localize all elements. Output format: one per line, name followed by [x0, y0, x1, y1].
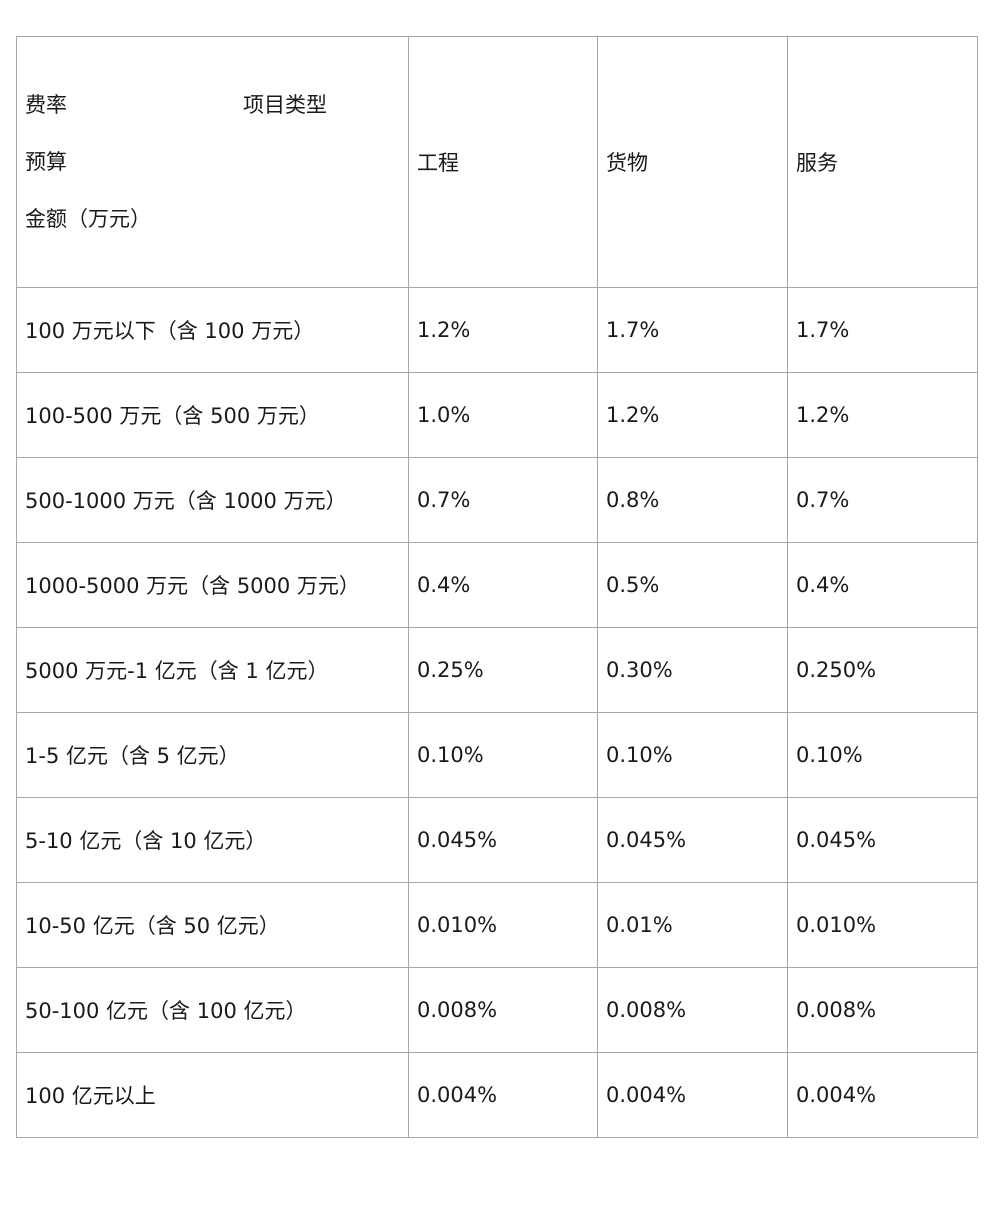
header-goods: 货物 — [597, 36, 788, 288]
cell-budget-range: 100-500 万元（含 500 万元） — [16, 372, 409, 458]
table-row: 1000-5000 万元（含 5000 万元） 0.4% 0.5% 0.4% — [16, 542, 978, 628]
header-engineering: 工程 — [408, 36, 598, 288]
table-body: 费率 项目类型 预算 金额（万元） 工程 货物 服务 100 万元以下（含 10… — [16, 36, 978, 1138]
cell-service-rate: 0.008% — [787, 967, 978, 1053]
table-row: 100 亿元以上 0.004% 0.004% 0.004% — [16, 1052, 978, 1138]
cell-service-rate: 0.7% — [787, 457, 978, 543]
cell-goods-rate: 1.7% — [597, 287, 788, 373]
cell-engineering-rate: 0.045% — [408, 797, 598, 883]
cell-budget-range: 500-1000 万元（含 1000 万元） — [16, 457, 409, 543]
table-header-row: 费率 项目类型 预算 金额（万元） 工程 货物 服务 — [16, 36, 978, 288]
corner-amount-label: 金额（万元） — [25, 206, 151, 231]
table-row: 500-1000 万元（含 1000 万元） 0.7% 0.8% 0.7% — [16, 457, 978, 543]
cell-engineering-rate: 0.008% — [408, 967, 598, 1053]
corner-type-label: 项目类型 — [243, 92, 327, 117]
cell-budget-range: 5000 万元-1 亿元（含 1 亿元） — [16, 627, 409, 713]
cell-budget-range: 100 亿元以上 — [16, 1052, 409, 1138]
cell-goods-rate: 0.8% — [597, 457, 788, 543]
cell-goods-rate: 1.2% — [597, 372, 788, 458]
cell-service-rate: 0.045% — [787, 797, 978, 883]
header-service: 服务 — [787, 36, 978, 288]
cell-goods-rate: 0.008% — [597, 967, 788, 1053]
cell-engineering-rate: 0.010% — [408, 882, 598, 968]
fee-rate-table: 费率 项目类型 预算 金额（万元） 工程 货物 服务 100 万元以下（含 10… — [16, 36, 978, 1138]
cell-goods-rate: 0.004% — [597, 1052, 788, 1138]
cell-goods-rate: 0.5% — [597, 542, 788, 628]
cell-budget-range: 10-50 亿元（含 50 亿元） — [16, 882, 409, 968]
cell-service-rate: 1.2% — [787, 372, 978, 458]
cell-service-rate: 0.250% — [787, 627, 978, 713]
cell-budget-range: 5-10 亿元（含 10 亿元） — [16, 797, 409, 883]
corner-header-cell: 费率 项目类型 预算 金额（万元） — [16, 36, 409, 288]
table-row: 100-500 万元（含 500 万元） 1.0% 1.2% 1.2% — [16, 372, 978, 458]
table-row: 50-100 亿元（含 100 亿元） 0.008% 0.008% 0.008% — [16, 967, 978, 1053]
cell-engineering-rate: 0.7% — [408, 457, 598, 543]
cell-budget-range: 50-100 亿元（含 100 亿元） — [16, 967, 409, 1053]
cell-goods-rate: 0.045% — [597, 797, 788, 883]
table-row: 10-50 亿元（含 50 亿元） 0.010% 0.01% 0.010% — [16, 882, 978, 968]
corner-budget-label: 预算 — [25, 149, 67, 174]
table-row: 5000 万元-1 亿元（含 1 亿元） 0.25% 0.30% 0.250% — [16, 627, 978, 713]
cell-goods-rate: 0.30% — [597, 627, 788, 713]
cell-budget-range: 100 万元以下（含 100 万元） — [16, 287, 409, 373]
cell-engineering-rate: 0.4% — [408, 542, 598, 628]
cell-service-rate: 0.4% — [787, 542, 978, 628]
cell-goods-rate: 0.10% — [597, 712, 788, 798]
cell-budget-range: 1-5 亿元（含 5 亿元） — [16, 712, 409, 798]
cell-engineering-rate: 1.0% — [408, 372, 598, 458]
cell-budget-range: 1000-5000 万元（含 5000 万元） — [16, 542, 409, 628]
corner-first-line: 费率 项目类型 — [25, 77, 408, 134]
cell-engineering-rate: 0.10% — [408, 712, 598, 798]
cell-service-rate: 0.10% — [787, 712, 978, 798]
table-row: 1-5 亿元（含 5 亿元） 0.10% 0.10% 0.10% — [16, 712, 978, 798]
table-row: 100 万元以下（含 100 万元） 1.2% 1.7% 1.7% — [16, 287, 978, 373]
corner-rate-label: 费率 — [25, 92, 67, 117]
cell-service-rate: 0.010% — [787, 882, 978, 968]
table-row: 5-10 亿元（含 10 亿元） 0.045% 0.045% 0.045% — [16, 797, 978, 883]
cell-goods-rate: 0.01% — [597, 882, 788, 968]
cell-service-rate: 0.004% — [787, 1052, 978, 1138]
cell-engineering-rate: 0.004% — [408, 1052, 598, 1138]
cell-engineering-rate: 0.25% — [408, 627, 598, 713]
cell-engineering-rate: 1.2% — [408, 287, 598, 373]
cell-service-rate: 1.7% — [787, 287, 978, 373]
